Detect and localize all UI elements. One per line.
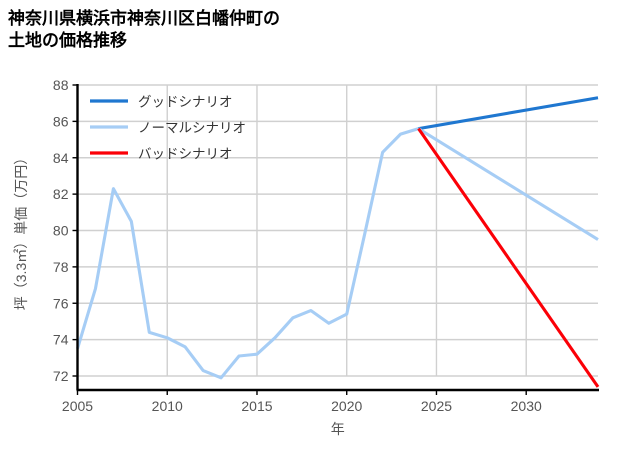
- y-tick-label: 80: [53, 223, 69, 239]
- y-tick-label: 78: [53, 259, 69, 275]
- series-line: [418, 96, 599, 131]
- x-tick-label: 2005: [62, 398, 93, 414]
- y-tick-label: 74: [53, 332, 69, 348]
- y-tick-label: 86: [53, 113, 69, 129]
- series-line: [417, 127, 600, 388]
- legend-label: グッドシナリオ: [138, 95, 233, 110]
- legend-label: ノーマルシナリオ: [138, 121, 246, 136]
- y-tick-label: 76: [53, 295, 69, 311]
- y-tick-label: 72: [53, 368, 69, 384]
- x-tick-label: 2015: [241, 398, 272, 414]
- x-tick-label: 2030: [511, 398, 542, 414]
- tick-labels: 72 74 76 78 80 82 84 86 88 2005 2010 2015 2020 2025 20…: [53, 77, 542, 414]
- series-line: [417, 127, 599, 241]
- y-tick-label: 84: [53, 150, 69, 166]
- x-tick-label: 2010: [152, 398, 183, 414]
- x-tick-label: 2020: [331, 398, 362, 414]
- series-line: [76, 127, 419, 380]
- axes: [72, 84, 599, 395]
- data-lines: [76, 96, 600, 388]
- y-axis-title: 坪（3.3㎡）単価（万円）: [13, 151, 29, 310]
- x-axis-title: 年: [331, 421, 345, 437]
- y-tick-label: 82: [53, 186, 69, 202]
- x-tick-label: 2025: [421, 398, 452, 414]
- legend-label: バッドシナリオ: [138, 147, 233, 162]
- y-tick-label: 88: [53, 77, 69, 93]
- axis-titles: 年 坪（3.3㎡）単価（万円）: [13, 151, 345, 437]
- page-title: 神奈川県横浜市神奈川区白幡仲町の 土地の価格推移: [8, 9, 280, 51]
